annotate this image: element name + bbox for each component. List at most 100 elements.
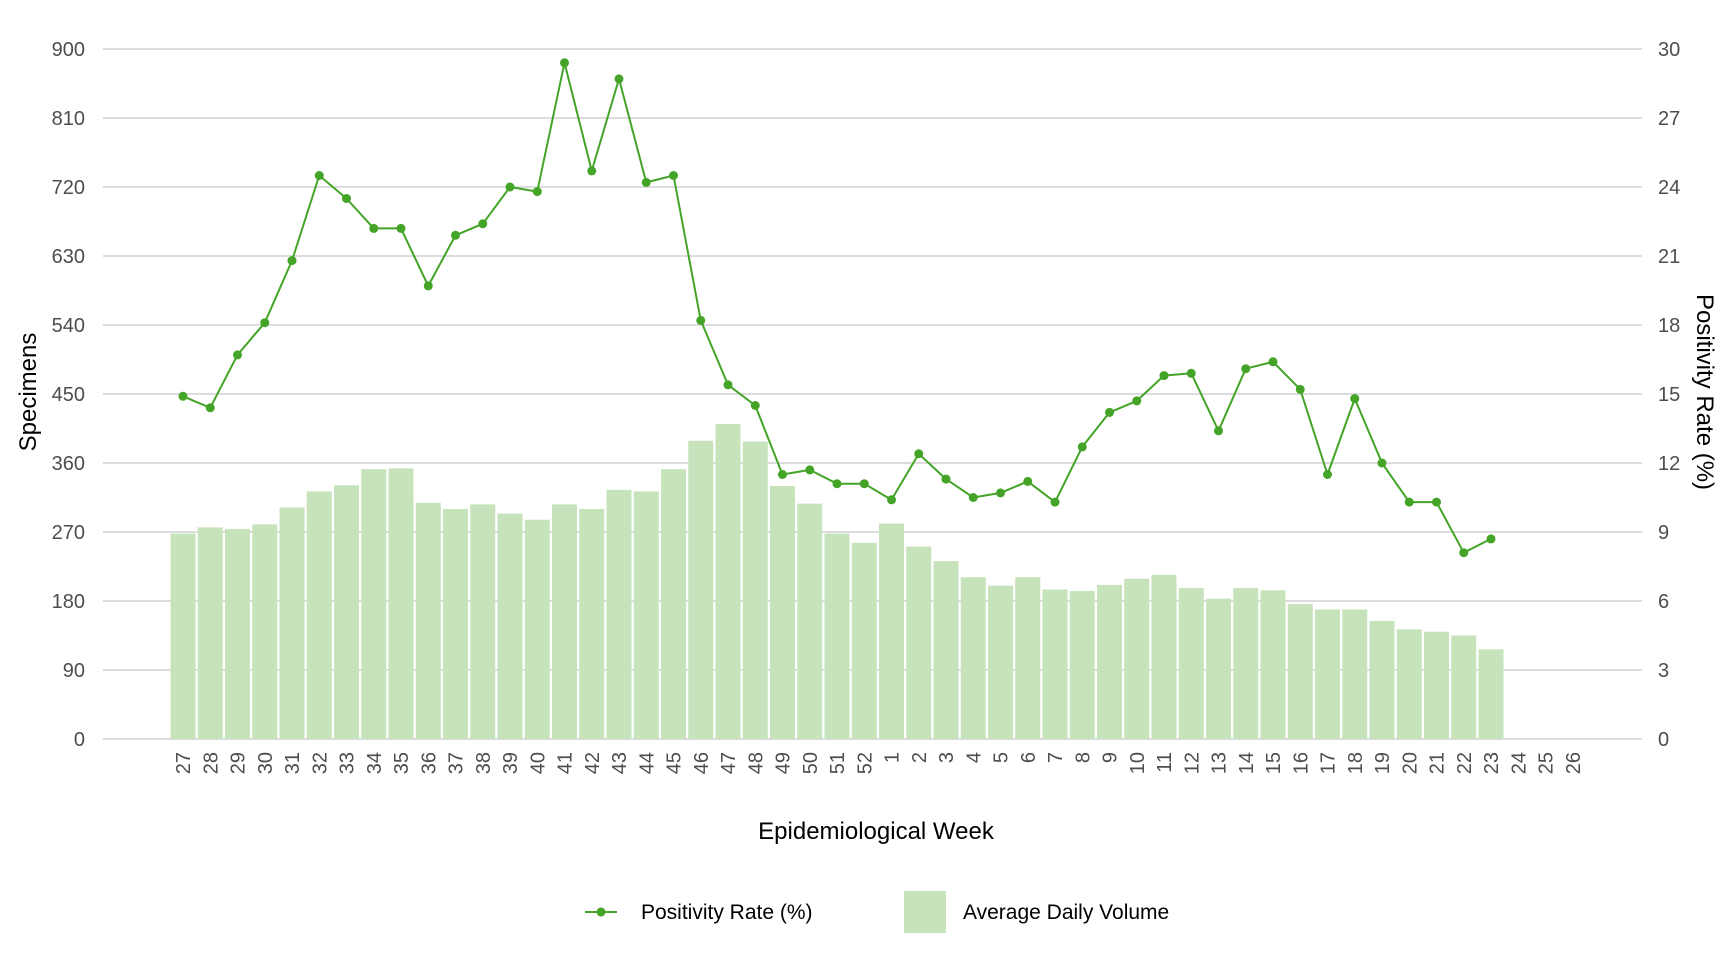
- left-tick-label: 450: [52, 384, 85, 406]
- x-tick-label: 30: [255, 752, 277, 774]
- bar: [1069, 591, 1095, 739]
- x-tick-label: 36: [418, 752, 440, 774]
- x-tick-label: 41: [555, 752, 577, 774]
- x-tick-label: 5: [991, 752, 1013, 763]
- bar: [1287, 604, 1313, 739]
- positivity-point: [1295, 384, 1305, 394]
- positivity-point: [423, 281, 433, 291]
- bar: [742, 441, 768, 739]
- positivity-point: [1404, 497, 1414, 507]
- x-tick-label: 49: [773, 752, 795, 774]
- left-tick-label: 90: [63, 660, 85, 682]
- x-tick-label: 51: [827, 752, 849, 774]
- positivity-point: [1159, 371, 1169, 381]
- bar: [497, 513, 523, 739]
- bar: [633, 491, 659, 739]
- bar: [1015, 577, 1041, 739]
- bar: [197, 527, 223, 739]
- x-tick-label: 52: [854, 752, 876, 774]
- x-tick-label: 48: [745, 752, 767, 774]
- x-tick-label: 25: [1536, 752, 1558, 774]
- positivity-point: [832, 479, 842, 489]
- positivity-point: [1023, 476, 1033, 486]
- positivity-point: [260, 318, 270, 328]
- right-tick-label: 15: [1658, 384, 1680, 406]
- right-tick-label: 0: [1658, 729, 1669, 751]
- bar: [306, 491, 332, 739]
- right-tick-label: 18: [1658, 315, 1680, 337]
- bar: [552, 504, 577, 739]
- x-tick-label: 29: [228, 752, 250, 774]
- x-tick-label: 19: [1372, 752, 1394, 774]
- positivity-point: [859, 479, 869, 489]
- positivity-point: [505, 182, 515, 192]
- bar: [443, 509, 468, 739]
- x-tick-label: 34: [364, 752, 386, 774]
- positivity-point: [178, 391, 188, 401]
- left-tick-label: 900: [52, 39, 85, 61]
- positivity-point: [941, 474, 951, 484]
- x-tick-label: 18: [1345, 752, 1367, 774]
- x-tick-label: 35: [391, 752, 413, 774]
- bar: [824, 533, 850, 739]
- bar: [1451, 635, 1477, 739]
- x-tick-label: 39: [500, 752, 522, 774]
- positivity-point: [1214, 426, 1223, 436]
- right-tick-label: 27: [1658, 108, 1680, 130]
- bar: [279, 507, 305, 739]
- bar: [1315, 609, 1340, 739]
- bar: [606, 489, 632, 739]
- positivity-point: [1459, 548, 1469, 558]
- bar: [334, 485, 359, 739]
- bar: [1233, 587, 1259, 739]
- positivity-point: [1105, 407, 1114, 417]
- x-tick-label: 2: [909, 752, 931, 763]
- bar: [960, 577, 986, 739]
- x-tick-label: 15: [1263, 752, 1285, 774]
- positivity-point: [1486, 534, 1496, 544]
- x-tick-label: 33: [337, 752, 359, 774]
- right-axis-title: Positivity Rate (%): [1691, 294, 1718, 490]
- bar: [770, 486, 795, 739]
- positivity-point: [1268, 357, 1278, 367]
- left-tick-label: 810: [52, 108, 85, 130]
- positivity-point: [396, 223, 406, 233]
- positivity-point: [478, 219, 488, 229]
- positivity-point: [914, 449, 924, 459]
- bar: [1342, 609, 1368, 739]
- x-tick-label: 23: [1481, 752, 1503, 774]
- left-axis: 0 90 180 270 360 450 540 630 720 810 900: [52, 39, 85, 751]
- legend: Positivity Rate (%) Average Daily Volume: [585, 891, 1169, 933]
- x-axis-title: Epidemiological Week: [758, 818, 995, 845]
- x-tick-label: 31: [282, 752, 304, 774]
- x-axis: 27 28 29 30 31 32 33 34 35 36 37 38 39 40 41 42 43 44 45 46…: [173, 752, 1585, 774]
- x-tick-label: 46: [691, 752, 713, 774]
- bar: [1151, 574, 1177, 739]
- positivity-point: [369, 223, 379, 233]
- positivity-point: [342, 194, 351, 203]
- positivity-point: [750, 401, 760, 410]
- positivity-point: [560, 58, 569, 68]
- positivity-point: [205, 403, 215, 413]
- bar: [1206, 598, 1231, 739]
- positivity-point: [1050, 497, 1060, 507]
- x-tick-label: 28: [200, 752, 222, 774]
- bar: [1478, 649, 1504, 739]
- x-tick-label: 7: [1045, 752, 1067, 763]
- left-tick-label: 630: [52, 246, 85, 268]
- x-tick-label: 43: [609, 752, 631, 774]
- positivity-point: [778, 470, 787, 479]
- x-tick-label: 38: [473, 752, 495, 774]
- legend-label-volume: Average Daily Volume: [963, 901, 1169, 924]
- left-tick-label: 270: [52, 522, 85, 544]
- bar: [388, 468, 414, 739]
- x-tick-label: 44: [636, 752, 658, 774]
- left-tick-label: 540: [52, 315, 85, 337]
- bar: [1424, 631, 1449, 739]
- bar: [906, 546, 932, 739]
- x-tick-label: 32: [309, 752, 331, 774]
- x-tick-label: 3: [936, 752, 958, 763]
- x-tick-label: 16: [1290, 752, 1312, 774]
- right-tick-label: 24: [1658, 177, 1680, 199]
